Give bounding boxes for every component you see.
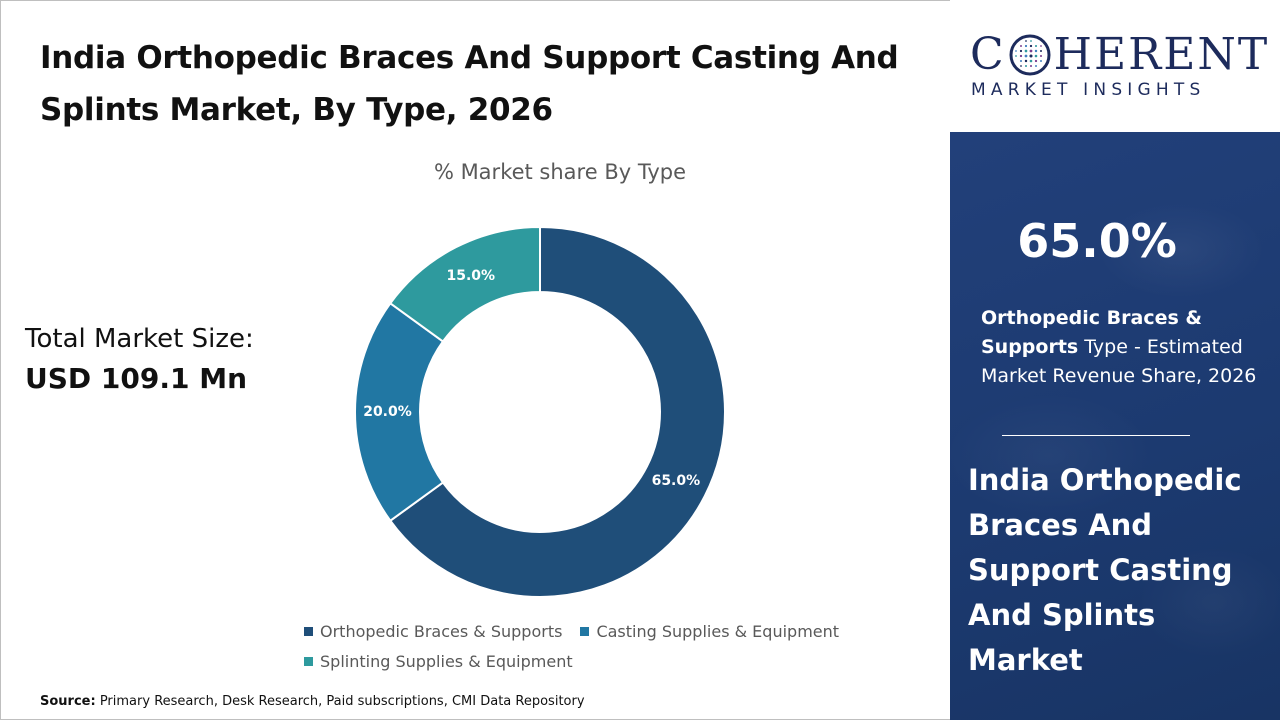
legend-item-splinting-supplies: Splinting Supplies & Equipment xyxy=(304,652,573,671)
donut-slice-2 xyxy=(388,225,541,343)
legend-item-orthopedic-braces: Orthopedic Braces & Supports xyxy=(304,622,562,641)
logo-text-left: C xyxy=(970,29,1006,80)
donut-slice-label-0: 65.0% xyxy=(652,473,701,489)
page-title: India Orthopedic Braces And Support Cast… xyxy=(40,40,899,128)
logo-tagline: MARKET INSIGHTS xyxy=(971,80,1206,100)
highlight-panel xyxy=(950,132,1280,720)
dotted-globe-icon xyxy=(1009,34,1051,76)
chart-title: % Market share By Type xyxy=(433,160,687,184)
logo-area xyxy=(950,0,1280,132)
highlight-description: Orthopedic Braces & Supports Type - Esti… xyxy=(981,304,1271,391)
source-label: Source: xyxy=(40,694,96,709)
legend-swatch xyxy=(580,626,590,636)
highlight-description-text: Type - Estimated Market Revenue Share, 2… xyxy=(981,336,1257,387)
legend-row: Splinting Supplies & Equipment xyxy=(304,646,864,676)
donut-labels: 65.0% 20.0% 15.0% xyxy=(363,268,700,489)
legend-row: Orthopedic Braces & Supports Casting Sup… xyxy=(304,616,864,646)
source-text: Primary Research, Desk Research, Paid su… xyxy=(95,694,585,709)
donut-slices xyxy=(354,225,726,598)
legend-label: Splinting Supplies & Equipment xyxy=(320,651,573,671)
donut-slice-0 xyxy=(388,225,726,598)
donut-slice-label-1: 20.0% xyxy=(363,404,412,420)
legend-swatch xyxy=(304,656,313,666)
highlight-segment-name: Orthopedic Braces & Supports xyxy=(981,307,1202,358)
source-note: Source: Primary Research, Desk Research,… xyxy=(40,694,585,709)
panel-market-title: India Orthopedic Braces And Support Cast… xyxy=(968,463,1242,677)
legend-label: Casting Supplies & Equipment xyxy=(596,621,840,641)
total-market-size-label: Total Market Size: xyxy=(25,324,254,354)
panel-divider xyxy=(1002,435,1190,436)
donut-chart: 65.0% 20.0% 15.0% xyxy=(354,225,726,598)
legend-label: Orthopedic Braces & Supports xyxy=(320,621,563,641)
legend-swatch xyxy=(304,626,313,636)
logo-text-right: HERENT xyxy=(1053,29,1270,80)
chart-legend: Orthopedic Braces & Supports Casting Sup… xyxy=(304,616,864,676)
highlight-percentage: 65.0% xyxy=(1017,214,1177,268)
total-market-size-value: USD 109.1 Mn xyxy=(25,362,248,395)
legend-item-casting-supplies: Casting Supplies & Equipment xyxy=(580,622,839,641)
company-logo: C HERENT xyxy=(970,30,1269,80)
donut-slice-label-2: 15.0% xyxy=(446,268,495,284)
